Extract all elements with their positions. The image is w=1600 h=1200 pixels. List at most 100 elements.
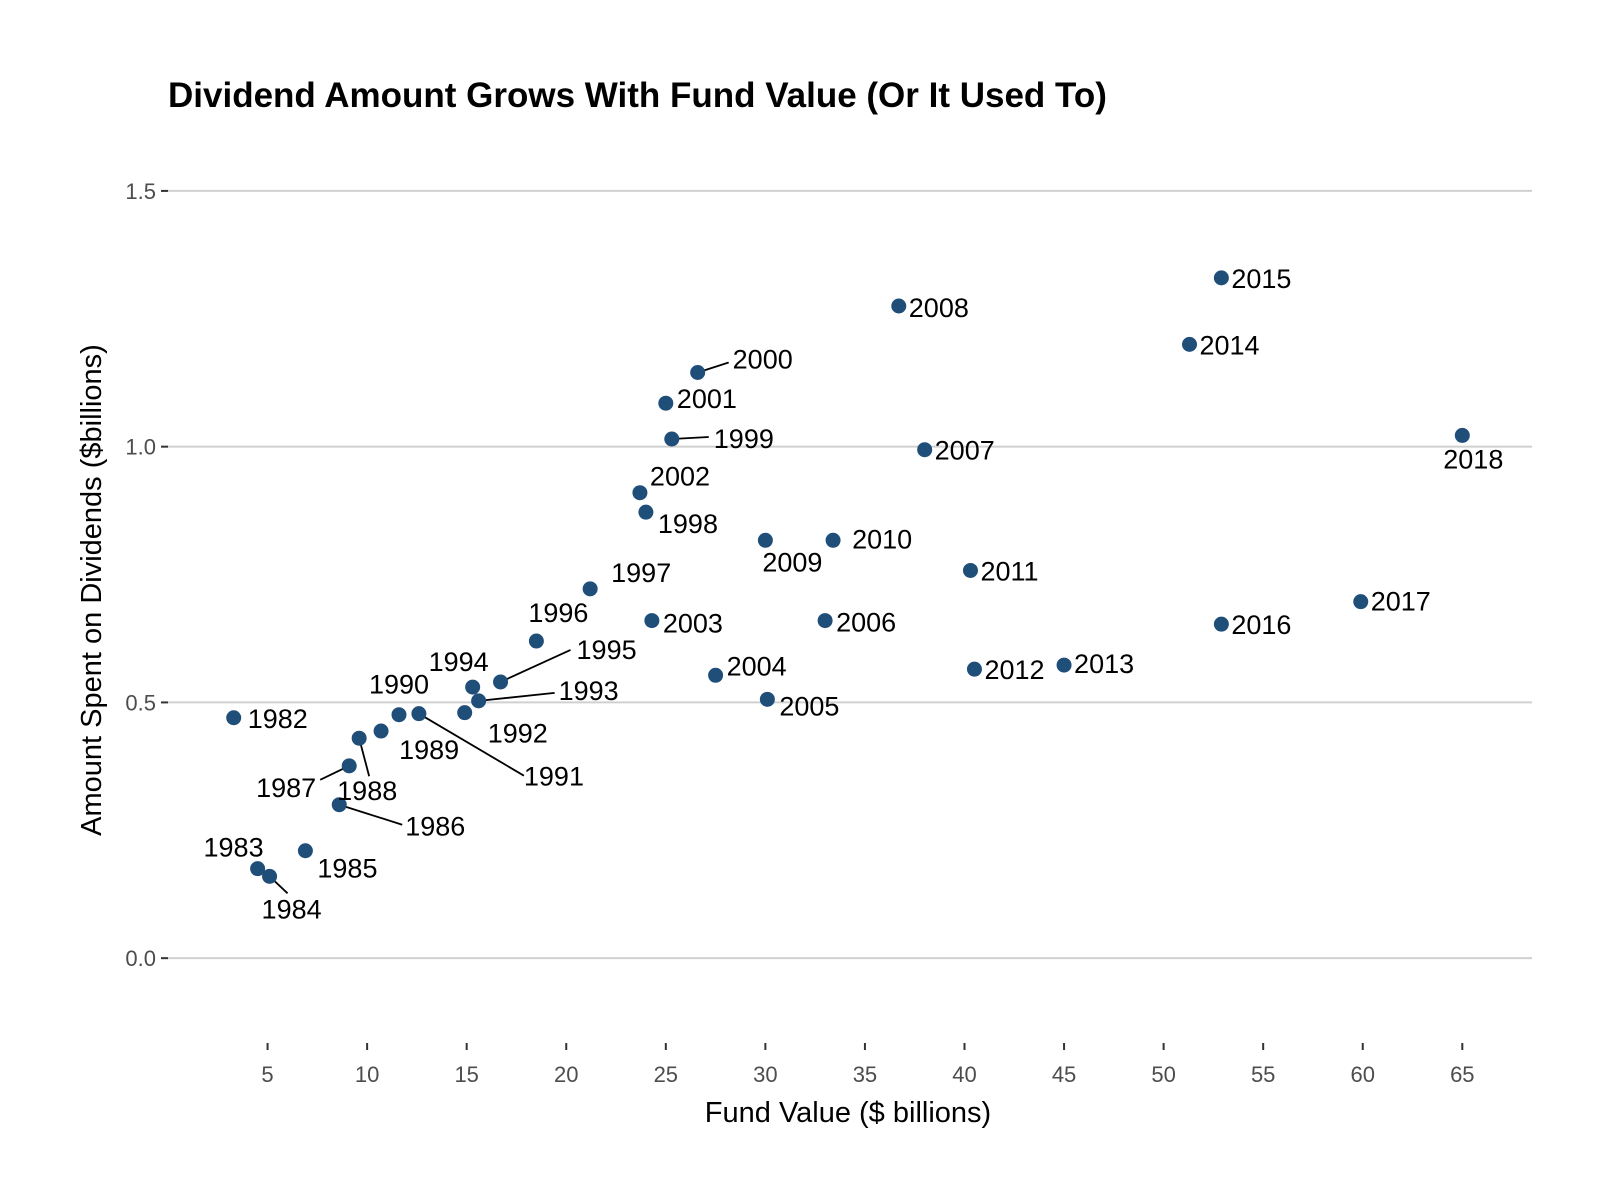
point-2003 (644, 613, 660, 629)
point-label-1993: 1993 (559, 676, 619, 706)
point-2012 (966, 661, 982, 677)
point-2001 (658, 395, 674, 411)
y-tick-label: 1.5 (125, 179, 156, 204)
point-2002 (632, 485, 648, 501)
point-2010 (825, 532, 841, 548)
point-label-2011: 2011 (980, 556, 1038, 586)
point-label-1998: 1998 (658, 509, 718, 539)
point-label-2010: 2010 (852, 524, 912, 554)
y-axis-ticks: 0.0 0.5 1.0 1.5 (125, 179, 168, 971)
point-label-1985: 1985 (317, 854, 377, 884)
point-label-2005: 2005 (779, 691, 839, 721)
point-1987 (341, 758, 357, 774)
leader-line-1991 (418, 712, 525, 777)
point-label-2001: 2001 (677, 384, 737, 414)
point-2016 (1213, 616, 1229, 632)
x-tick-label: 30 (753, 1062, 777, 1087)
x-tick-label: 35 (853, 1062, 877, 1087)
point-label-2013: 2013 (1074, 649, 1134, 679)
point-1996 (528, 633, 544, 649)
point-label-1992: 1992 (488, 719, 548, 749)
x-tick-label: 25 (654, 1062, 678, 1087)
x-tick-label: 5 (261, 1062, 273, 1087)
point-1993 (471, 693, 487, 709)
x-tick-label: 15 (454, 1062, 478, 1087)
point-label-2009: 2009 (762, 547, 822, 577)
point-label-1991: 1991 (524, 762, 584, 792)
point-label-1986: 1986 (405, 812, 465, 842)
point-label-2004: 2004 (727, 651, 787, 681)
leader-line-1993 (478, 691, 555, 702)
point-1982 (226, 710, 242, 726)
point-label-2015: 2015 (1231, 264, 1291, 294)
point-1989 (373, 723, 389, 739)
x-tick-label: 20 (554, 1062, 578, 1087)
x-tick-label: 55 (1251, 1062, 1275, 1087)
point-label-1990: 1990 (369, 670, 429, 700)
point-2009 (757, 532, 773, 548)
data-points (226, 270, 1470, 884)
point-1984 (262, 868, 278, 884)
point-label-2017: 2017 (1371, 587, 1431, 617)
x-axis-title: Fund Value ($ billions) (705, 1097, 991, 1129)
y-tick-label: 0.5 (125, 690, 156, 715)
point-label-2008: 2008 (909, 293, 969, 323)
y-tick-label: 0.0 (125, 946, 156, 971)
point-2013 (1056, 657, 1072, 673)
x-tick-label: 10 (355, 1062, 379, 1087)
x-tick-label: 45 (1052, 1062, 1076, 1087)
point-1999 (664, 431, 680, 447)
point-2008 (891, 298, 907, 314)
point-label-2016: 2016 (1231, 610, 1291, 640)
point-label-2014: 2014 (1200, 330, 1260, 360)
x-tick-label: 40 (952, 1062, 976, 1087)
point-label-1997: 1997 (611, 558, 671, 588)
leader-line-1995 (500, 649, 571, 683)
point-1985 (297, 843, 313, 859)
point-label-1988: 1988 (337, 776, 397, 806)
y-tick-label: 1.0 (125, 435, 156, 460)
y-axis-title: Amount Spent on Dividends ($billions) (76, 344, 108, 836)
point-label-2000: 2000 (733, 345, 793, 375)
point-label-2018: 2018 (1443, 444, 1503, 474)
point-label-1996: 1996 (528, 598, 588, 628)
point-1983 (250, 861, 266, 877)
point-label-2006: 2006 (836, 608, 896, 638)
point-2011 (962, 562, 978, 578)
point-2007 (917, 442, 933, 458)
x-tick-label: 60 (1351, 1062, 1375, 1087)
point-label-2012: 2012 (984, 655, 1044, 685)
point-1986 (331, 797, 347, 813)
point-2018 (1454, 427, 1470, 443)
point-label-2003: 2003 (663, 609, 723, 639)
x-tick-label: 50 (1151, 1062, 1175, 1087)
point-1994 (465, 679, 481, 695)
point-label-1995: 1995 (577, 635, 637, 665)
point-1992 (457, 705, 473, 721)
point-2000 (690, 365, 706, 380)
point-1998 (638, 504, 654, 520)
point-label-1994: 1994 (429, 647, 489, 677)
x-tick-label: 65 (1450, 1062, 1474, 1087)
point-2014 (1182, 336, 1198, 352)
point-label-1989: 1989 (399, 735, 459, 765)
chart-title: Dividend Amount Grows With Fund Value (O… (168, 76, 1107, 115)
point-2006 (817, 613, 833, 629)
point-1988 (351, 730, 367, 746)
point-label-1999: 1999 (714, 424, 774, 454)
point-1991 (411, 706, 427, 722)
point-2017 (1353, 594, 1369, 610)
x-axis-ticks: 5 10 15 20 25 30 35 40 45 50 55 60 65 (261, 1043, 1475, 1087)
point-1990 (391, 707, 407, 723)
gridlines (168, 189, 1532, 960)
point-2015 (1213, 270, 1229, 286)
point-label-2002: 2002 (650, 462, 710, 492)
point-1997 (582, 581, 598, 597)
label-leader-lines (268, 361, 729, 894)
point-1995 (493, 674, 509, 690)
point-label-1987: 1987 (256, 773, 316, 803)
point-label-1982: 1982 (248, 704, 308, 734)
point-label-2007: 2007 (935, 436, 995, 466)
